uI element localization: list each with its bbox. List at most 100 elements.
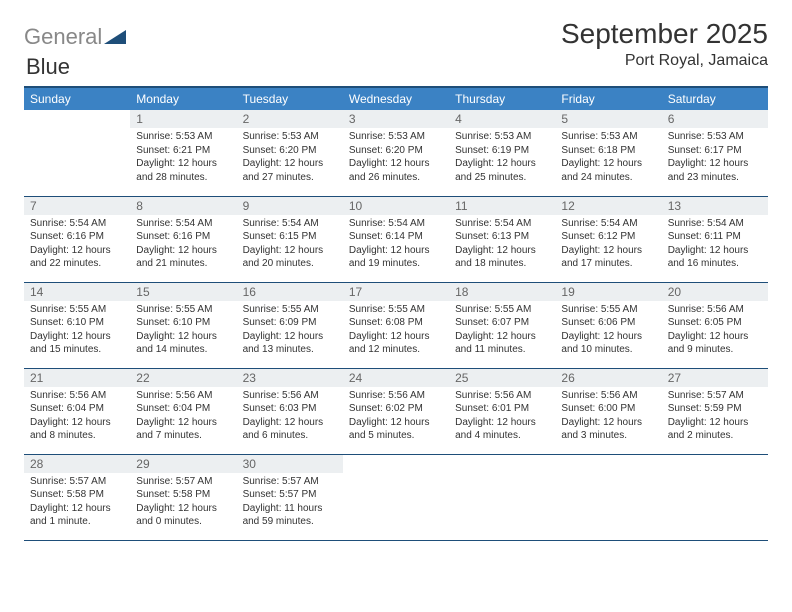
calendar-cell: 20Sunrise: 5:56 AMSunset: 6:05 PMDayligh… (662, 282, 768, 368)
day-number: 27 (662, 369, 768, 387)
day-number: 11 (449, 197, 555, 215)
calendar-cell: 22Sunrise: 5:56 AMSunset: 6:04 PMDayligh… (130, 368, 236, 454)
day-details: Sunrise: 5:54 AMSunset: 6:13 PMDaylight:… (449, 215, 555, 275)
day-number: 14 (24, 283, 130, 301)
calendar-week-row: 1Sunrise: 5:53 AMSunset: 6:21 PMDaylight… (24, 110, 768, 196)
calendar-cell: 25Sunrise: 5:56 AMSunset: 6:01 PMDayligh… (449, 368, 555, 454)
day-details: Sunrise: 5:56 AMSunset: 6:01 PMDaylight:… (449, 387, 555, 447)
calendar-cell (662, 454, 768, 540)
day-number: 9 (237, 197, 343, 215)
month-title: September 2025 (561, 18, 768, 50)
day-number: 8 (130, 197, 236, 215)
day-number-empty (449, 455, 555, 473)
day-number: 18 (449, 283, 555, 301)
calendar-cell: 12Sunrise: 5:54 AMSunset: 6:12 PMDayligh… (555, 196, 661, 282)
day-details: Sunrise: 5:54 AMSunset: 6:14 PMDaylight:… (343, 215, 449, 275)
calendar-cell: 16Sunrise: 5:55 AMSunset: 6:09 PMDayligh… (237, 282, 343, 368)
calendar-cell: 5Sunrise: 5:53 AMSunset: 6:18 PMDaylight… (555, 110, 661, 196)
calendar-cell: 2Sunrise: 5:53 AMSunset: 6:20 PMDaylight… (237, 110, 343, 196)
logo-word1: General (24, 24, 102, 50)
day-details: Sunrise: 5:53 AMSunset: 6:20 PMDaylight:… (237, 128, 343, 188)
calendar-cell: 17Sunrise: 5:55 AMSunset: 6:08 PMDayligh… (343, 282, 449, 368)
calendar-cell: 3Sunrise: 5:53 AMSunset: 6:20 PMDaylight… (343, 110, 449, 196)
weekday-header-row: SundayMondayTuesdayWednesdayThursdayFrid… (24, 87, 768, 110)
calendar-week-row: 14Sunrise: 5:55 AMSunset: 6:10 PMDayligh… (24, 282, 768, 368)
calendar-week-row: 21Sunrise: 5:56 AMSunset: 6:04 PMDayligh… (24, 368, 768, 454)
day-details: Sunrise: 5:55 AMSunset: 6:08 PMDaylight:… (343, 301, 449, 361)
calendar-cell (24, 110, 130, 196)
logo-word2: Blue (26, 54, 70, 79)
day-number: 26 (555, 369, 661, 387)
day-details: Sunrise: 5:55 AMSunset: 6:07 PMDaylight:… (449, 301, 555, 361)
calendar-cell: 11Sunrise: 5:54 AMSunset: 6:13 PMDayligh… (449, 196, 555, 282)
calendar-cell: 21Sunrise: 5:56 AMSunset: 6:04 PMDayligh… (24, 368, 130, 454)
weekday-header: Tuesday (237, 87, 343, 110)
day-number: 29 (130, 455, 236, 473)
calendar-cell (449, 454, 555, 540)
calendar-cell: 1Sunrise: 5:53 AMSunset: 6:21 PMDaylight… (130, 110, 236, 196)
weekday-header: Friday (555, 87, 661, 110)
day-details: Sunrise: 5:54 AMSunset: 6:16 PMDaylight:… (130, 215, 236, 275)
day-number: 25 (449, 369, 555, 387)
day-number: 22 (130, 369, 236, 387)
day-details: Sunrise: 5:56 AMSunset: 6:00 PMDaylight:… (555, 387, 661, 447)
calendar-body: 1Sunrise: 5:53 AMSunset: 6:21 PMDaylight… (24, 110, 768, 540)
logo-triangle-icon (104, 24, 126, 50)
day-number: 21 (24, 369, 130, 387)
day-details: Sunrise: 5:57 AMSunset: 5:58 PMDaylight:… (130, 473, 236, 533)
calendar-table: SundayMondayTuesdayWednesdayThursdayFrid… (24, 86, 768, 541)
calendar-cell: 7Sunrise: 5:54 AMSunset: 6:16 PMDaylight… (24, 196, 130, 282)
weekday-header: Sunday (24, 87, 130, 110)
weekday-header: Saturday (662, 87, 768, 110)
calendar-cell: 23Sunrise: 5:56 AMSunset: 6:03 PMDayligh… (237, 368, 343, 454)
weekday-header: Monday (130, 87, 236, 110)
day-number: 12 (555, 197, 661, 215)
day-details: Sunrise: 5:57 AMSunset: 5:57 PMDaylight:… (237, 473, 343, 533)
calendar-cell: 8Sunrise: 5:54 AMSunset: 6:16 PMDaylight… (130, 196, 236, 282)
day-number: 1 (130, 110, 236, 128)
weekday-header: Wednesday (343, 87, 449, 110)
calendar-cell (343, 454, 449, 540)
calendar-cell: 27Sunrise: 5:57 AMSunset: 5:59 PMDayligh… (662, 368, 768, 454)
day-number: 6 (662, 110, 768, 128)
calendar-head: SundayMondayTuesdayWednesdayThursdayFrid… (24, 87, 768, 110)
day-details: Sunrise: 5:55 AMSunset: 6:10 PMDaylight:… (24, 301, 130, 361)
day-details: Sunrise: 5:54 AMSunset: 6:16 PMDaylight:… (24, 215, 130, 275)
day-details: Sunrise: 5:56 AMSunset: 6:02 PMDaylight:… (343, 387, 449, 447)
location: Port Royal, Jamaica (561, 52, 768, 70)
calendar-cell: 15Sunrise: 5:55 AMSunset: 6:10 PMDayligh… (130, 282, 236, 368)
day-number: 7 (24, 197, 130, 215)
calendar-cell: 13Sunrise: 5:54 AMSunset: 6:11 PMDayligh… (662, 196, 768, 282)
day-number-empty (24, 110, 130, 128)
day-details: Sunrise: 5:53 AMSunset: 6:19 PMDaylight:… (449, 128, 555, 188)
calendar-cell: 30Sunrise: 5:57 AMSunset: 5:57 PMDayligh… (237, 454, 343, 540)
day-details: Sunrise: 5:55 AMSunset: 6:09 PMDaylight:… (237, 301, 343, 361)
day-details: Sunrise: 5:53 AMSunset: 6:18 PMDaylight:… (555, 128, 661, 188)
calendar-cell: 4Sunrise: 5:53 AMSunset: 6:19 PMDaylight… (449, 110, 555, 196)
day-details: Sunrise: 5:53 AMSunset: 6:21 PMDaylight:… (130, 128, 236, 188)
calendar-cell: 10Sunrise: 5:54 AMSunset: 6:14 PMDayligh… (343, 196, 449, 282)
day-details: Sunrise: 5:56 AMSunset: 6:04 PMDaylight:… (24, 387, 130, 447)
day-number: 28 (24, 455, 130, 473)
calendar-week-row: 7Sunrise: 5:54 AMSunset: 6:16 PMDaylight… (24, 196, 768, 282)
day-details: Sunrise: 5:57 AMSunset: 5:59 PMDaylight:… (662, 387, 768, 447)
day-details: Sunrise: 5:54 AMSunset: 6:11 PMDaylight:… (662, 215, 768, 275)
calendar-cell (555, 454, 661, 540)
calendar-cell: 14Sunrise: 5:55 AMSunset: 6:10 PMDayligh… (24, 282, 130, 368)
calendar-cell: 26Sunrise: 5:56 AMSunset: 6:00 PMDayligh… (555, 368, 661, 454)
day-number: 13 (662, 197, 768, 215)
day-number: 15 (130, 283, 236, 301)
weekday-header: Thursday (449, 87, 555, 110)
day-details: Sunrise: 5:55 AMSunset: 6:06 PMDaylight:… (555, 301, 661, 361)
day-number: 19 (555, 283, 661, 301)
day-details: Sunrise: 5:53 AMSunset: 6:17 PMDaylight:… (662, 128, 768, 188)
day-number: 24 (343, 369, 449, 387)
title-block: September 2025 Port Royal, Jamaica (561, 18, 768, 70)
calendar-cell: 29Sunrise: 5:57 AMSunset: 5:58 PMDayligh… (130, 454, 236, 540)
day-details: Sunrise: 5:54 AMSunset: 6:12 PMDaylight:… (555, 215, 661, 275)
day-number: 30 (237, 455, 343, 473)
day-number: 17 (343, 283, 449, 301)
day-details: Sunrise: 5:56 AMSunset: 6:05 PMDaylight:… (662, 301, 768, 361)
calendar-cell: 6Sunrise: 5:53 AMSunset: 6:17 PMDaylight… (662, 110, 768, 196)
calendar-cell: 9Sunrise: 5:54 AMSunset: 6:15 PMDaylight… (237, 196, 343, 282)
